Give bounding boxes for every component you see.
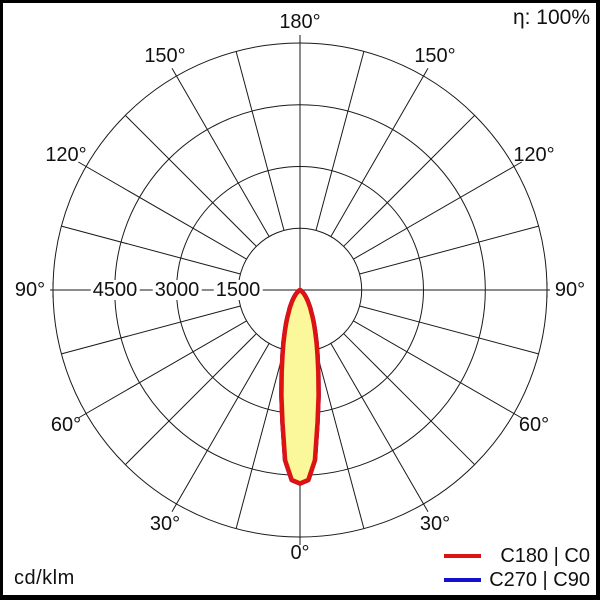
legend-label-c180-c0: C180 | C0 [500,544,590,567]
grid-line-150-left [171,68,270,237]
efficiency-label: η: 100% [512,6,590,29]
radial-label-1500: 1500 [213,279,263,301]
angle-label-150-right: 150° [414,45,456,67]
grid-line-60-left [78,320,247,419]
grid-line-15-left [235,349,285,529]
angle-label-120-right: 120° [513,144,555,166]
grid-line-30-left [171,343,270,512]
angle-label-60-right: 60° [518,414,550,436]
grid-line-45-left [124,333,257,466]
radial-label-4500: 4500 [90,279,140,301]
legend: C180 | C0 C270 | C90 [444,545,590,591]
grid-line-30-right [330,343,429,512]
grid-line-105-left [61,225,241,275]
grid-line-60-right [353,320,522,419]
angle-label-120-left: 120° [45,144,87,166]
grid-line-150-right [330,68,429,237]
grid-line-105-right [359,225,539,275]
angle-label-90-left: 90° [14,279,46,301]
angle-label-180: 180° [279,11,321,33]
legend-line-red-icon [444,554,481,558]
curve-c180-c0 [279,287,321,486]
angle-label-0: 0° [290,542,310,564]
grid-line-15-right [315,349,365,529]
grid-line-75-right [359,305,539,355]
radial-label-3000: 3000 [152,279,202,301]
legend-item-c270-c90: C270 | C90 [444,569,590,591]
grid-line-165-left [235,51,285,231]
grid-line-135-left [124,114,257,247]
grid-line-120-right [353,161,522,260]
legend-item-c180-c0: C180 | C0 [444,545,590,567]
grid-line-75-left [61,305,241,355]
grid-line-165-right [315,51,365,231]
unit-label: cd/klm [14,567,75,589]
grid-line-120-left [78,161,247,260]
legend-label-c270-c90: C270 | C90 [489,568,590,591]
grid-line-45-right [343,333,476,466]
angle-label-30-left: 30° [149,513,181,535]
angle-label-30-right: 30° [419,513,451,535]
legend-line-blue-icon [444,578,481,582]
angle-label-60-left: 60° [50,414,82,436]
angle-label-90-right: 90° [554,279,586,301]
grid-line-135-right [343,114,476,247]
angle-label-150-left: 150° [144,45,186,67]
